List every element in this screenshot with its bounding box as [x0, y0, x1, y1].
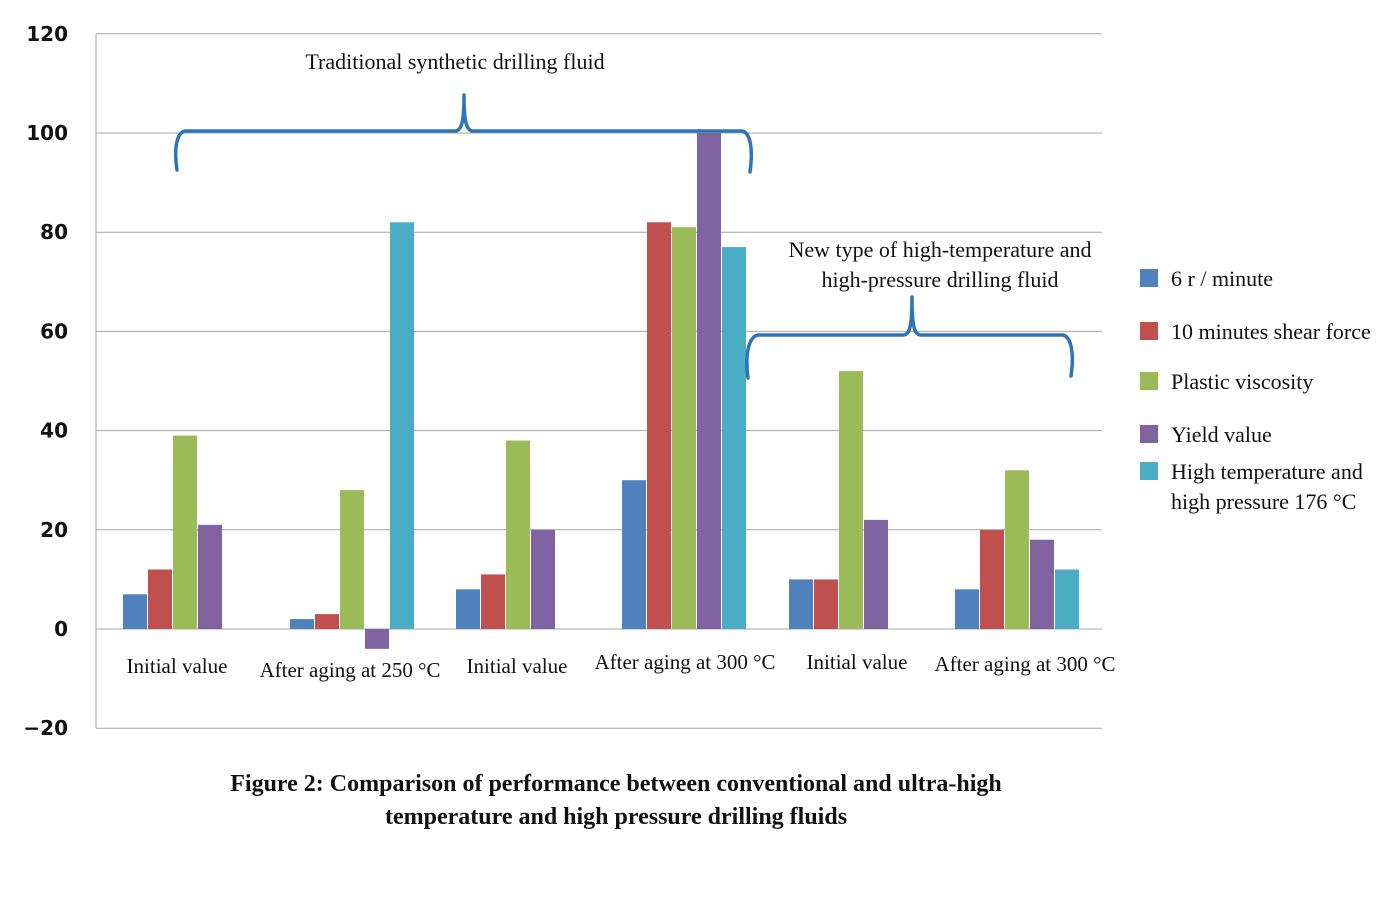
- chart: 120 100 80 60 40 20 0 −20 Initial value After ag…: [23, 22, 1371, 740]
- bar: [315, 614, 339, 629]
- bar: [531, 529, 555, 629]
- bar: [672, 227, 696, 630]
- x-tick-label: Initial value: [127, 654, 228, 678]
- x-tick-label: After aging at 250 °C: [259, 658, 440, 682]
- bar: [814, 579, 838, 629]
- caption-line-2: temperature and high pressure drilling f…: [384, 804, 848, 830]
- legend-label: Yield value: [1171, 422, 1272, 447]
- y-tick-label: 60: [40, 319, 68, 343]
- bar: [198, 524, 222, 629]
- x-axis-categories: Initial value After aging at 250 °C Initia…: [127, 650, 1116, 682]
- legend-label: Plastic viscosity: [1171, 369, 1313, 394]
- bar: [1055, 569, 1079, 629]
- y-tick-label: −20: [23, 716, 68, 740]
- x-tick-label: Initial value: [807, 650, 908, 674]
- caption-line-1: Figure 2: Comparison of performance betw…: [230, 771, 1002, 797]
- bars: [123, 133, 1079, 649]
- y-tick-label: 120: [26, 22, 68, 46]
- bar: [290, 619, 314, 629]
- bar: [697, 133, 721, 629]
- gridlines: [95, 33, 1102, 729]
- y-tick-label: 0: [54, 617, 68, 641]
- bar: [1005, 470, 1029, 629]
- y-tick-label: 20: [40, 518, 68, 542]
- bar: [506, 440, 530, 629]
- new-fluid-brace: [745, 295, 1075, 380]
- legend-swatch: [1140, 372, 1158, 390]
- bar: [647, 222, 671, 629]
- bar: [839, 371, 863, 629]
- legend-swatch: [1140, 322, 1158, 340]
- bar: [173, 435, 197, 629]
- legend-swatch: [1140, 425, 1158, 443]
- bar: [789, 579, 813, 629]
- legend-swatch: [1140, 462, 1158, 480]
- legend-label: high pressure 176 °C: [1171, 489, 1356, 514]
- legend-swatch: [1140, 269, 1158, 287]
- bar: [340, 490, 364, 629]
- legend-label: 10 minutes shear force: [1171, 319, 1371, 344]
- bar: [864, 519, 888, 629]
- bar: [456, 589, 480, 629]
- legend-label: High temperature and: [1171, 459, 1363, 484]
- new-fluid-label-line1: New type of high-temperature and: [789, 237, 1092, 262]
- figure-caption: Figure 2: Comparison of performance betw…: [0, 768, 1232, 834]
- y-tick-label: 100: [26, 121, 68, 145]
- legend-label: 6 r / minute: [1171, 266, 1273, 291]
- bar: [390, 222, 414, 629]
- bar: [123, 594, 147, 629]
- y-tick-label: 40: [40, 419, 68, 443]
- x-tick-label: After aging at 300 °C: [934, 652, 1115, 676]
- y-axis-ticks: 120 100 80 60 40 20 0 −20: [23, 22, 68, 740]
- traditional-fluid-brace: [173, 93, 754, 174]
- x-tick-label: Initial value: [467, 654, 568, 678]
- y-tick-label: 80: [40, 220, 68, 244]
- bar: [622, 480, 646, 629]
- bar: [365, 629, 389, 649]
- bar: [148, 569, 172, 629]
- bar: [722, 247, 746, 629]
- traditional-fluid-label: Traditional synthetic drilling fluid: [305, 49, 604, 74]
- bar: [980, 529, 1004, 629]
- bar: [1030, 539, 1054, 629]
- x-tick-label: After aging at 300 °C: [594, 650, 775, 674]
- legend: 6 r / minute 10 minutes shear force Plasti…: [1140, 266, 1371, 514]
- bar: [955, 589, 979, 629]
- bar: [481, 574, 505, 629]
- new-fluid-label-line2: high-pressure drilling fluid: [821, 267, 1058, 292]
